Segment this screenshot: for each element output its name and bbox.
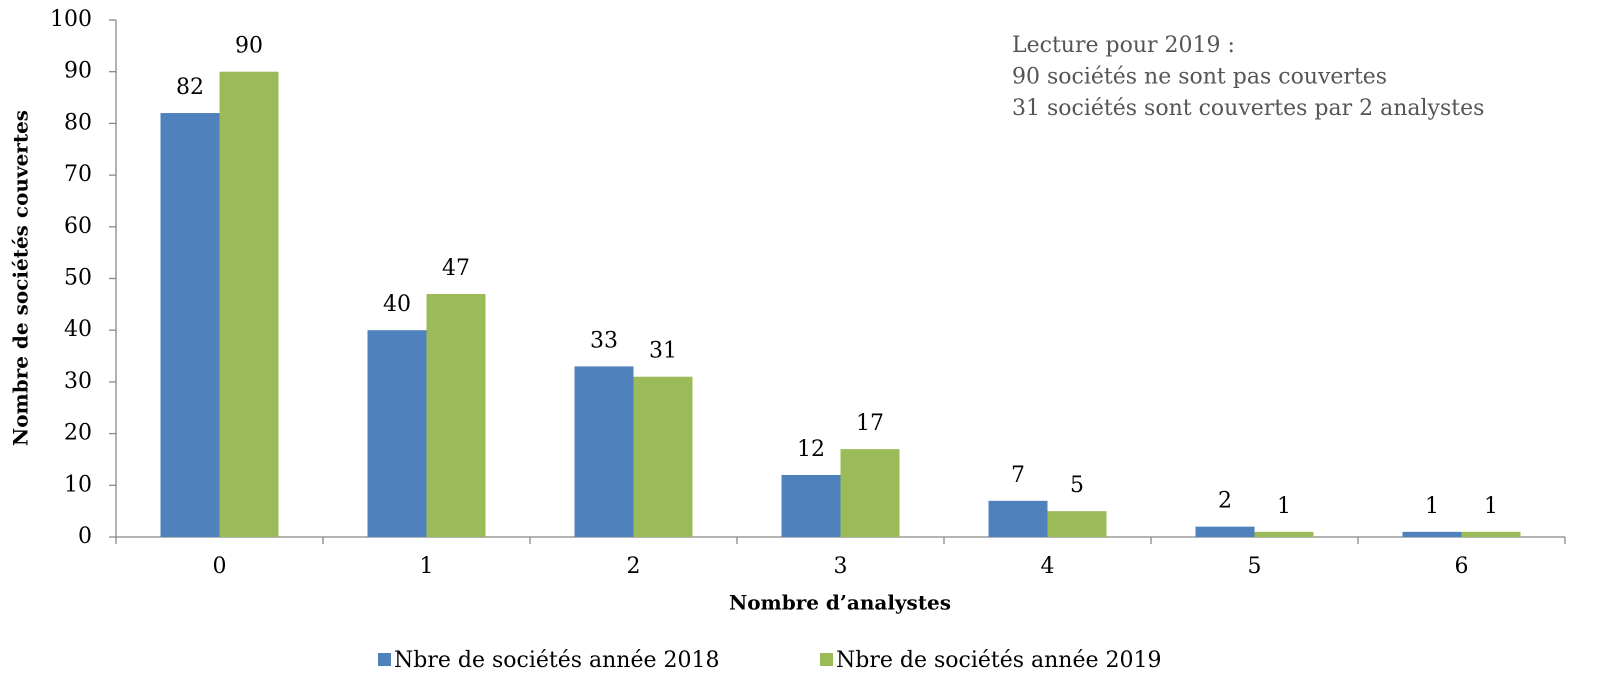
bar (160, 113, 220, 537)
y-tick-label: 0 (78, 524, 92, 549)
bar (1254, 531, 1314, 537)
legend-swatch (820, 653, 833, 666)
legend-label: Nbre de sociétés année 2018 (394, 648, 720, 673)
data-label: 90 (235, 34, 263, 59)
bar (988, 500, 1048, 537)
legend-swatch (378, 653, 391, 666)
y-tick-label: 70 (64, 162, 92, 187)
data-label: 12 (797, 437, 825, 462)
bar (633, 376, 693, 537)
y-tick-label: 30 (64, 369, 92, 394)
x-tick-label: 6 (1455, 554, 1469, 579)
annotation: Lecture pour 2019 : (1012, 33, 1235, 58)
x-tick-label: 2 (627, 554, 641, 579)
bar (781, 474, 841, 537)
data-label: 1 (1277, 494, 1291, 519)
y-tick-label: 90 (64, 59, 92, 84)
x-tick-label: 5 (1248, 554, 1262, 579)
y-tick-label: 40 (64, 317, 92, 342)
y-axis-label: Nombre de sociétés couvertes (9, 110, 33, 446)
bar (1047, 511, 1107, 537)
data-label: 7 (1011, 463, 1025, 488)
data-label: 31 (649, 339, 677, 364)
data-label: 17 (856, 411, 884, 436)
x-tick-label: 3 (834, 554, 848, 579)
annotation: 90 sociétés ne sont pas couvertes (1012, 65, 1387, 90)
data-label: 47 (442, 256, 470, 281)
bar (1195, 526, 1255, 537)
data-label: 1 (1425, 494, 1439, 519)
bar (219, 71, 279, 537)
data-label: 33 (590, 328, 618, 353)
data-label: 5 (1070, 473, 1084, 498)
y-tick-label: 20 (64, 421, 92, 446)
data-label: 2 (1218, 489, 1232, 514)
bar (367, 330, 427, 537)
y-tick-label: 80 (64, 110, 92, 135)
bar (426, 294, 486, 537)
y-tick-label: 50 (64, 266, 92, 291)
x-axis-label: Nombre d’analystes (729, 591, 951, 615)
x-tick-label: 1 (420, 554, 434, 579)
bar (1402, 531, 1462, 537)
legend-label: Nbre de sociétés année 2019 (836, 648, 1162, 673)
y-tick-label: 100 (50, 7, 92, 32)
y-tick-label: 60 (64, 214, 92, 239)
bar (1461, 531, 1521, 537)
x-tick-label: 0 (213, 554, 227, 579)
bar (574, 366, 634, 537)
x-tick-label: 4 (1041, 554, 1055, 579)
y-tick-label: 10 (64, 472, 92, 497)
data-label: 1 (1484, 494, 1498, 519)
annotation: 31 sociétés sont couvertes par 2 analyst… (1012, 96, 1484, 121)
bar (840, 449, 900, 537)
data-label: 82 (176, 75, 204, 100)
data-label: 40 (383, 292, 411, 317)
